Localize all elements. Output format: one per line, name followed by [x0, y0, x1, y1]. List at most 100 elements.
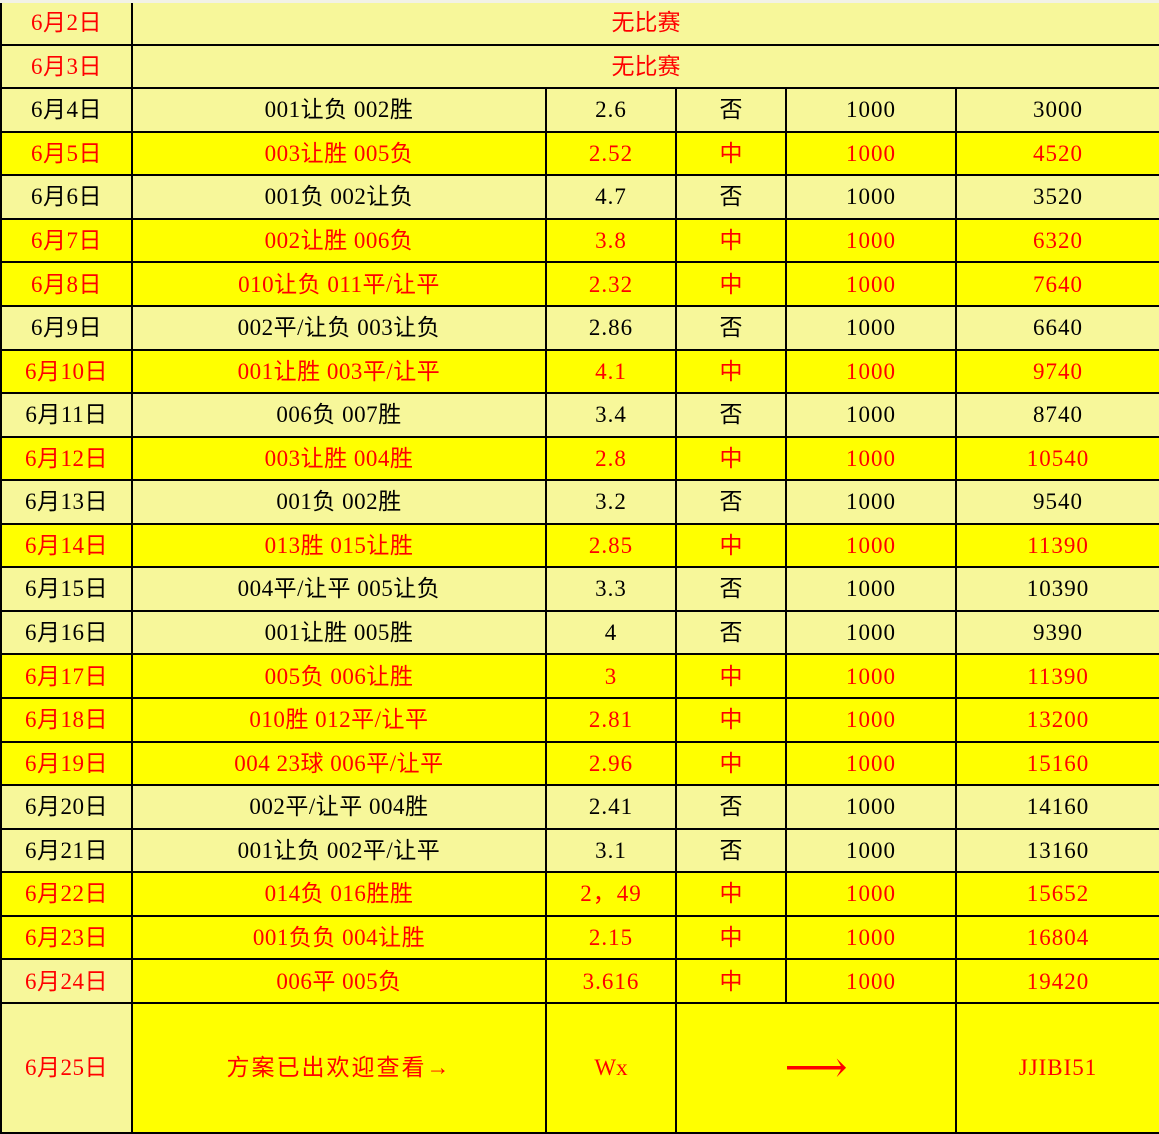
cell-stake[interactable]: 1000: [785, 653, 957, 699]
cell-odds[interactable]: 2.96: [545, 740, 677, 787]
cell-hit-status[interactable]: 否: [675, 479, 787, 525]
cell-odds[interactable]: 2.8: [545, 435, 677, 482]
cell-profit[interactable]: 10540: [954, 435, 1159, 482]
cell-hit-status[interactable]: 中: [675, 653, 787, 699]
cell-date[interactable]: 6月10日: [0, 348, 133, 395]
cell-hit-status[interactable]: 否: [675, 784, 787, 830]
cell-odds[interactable]: 2，49: [545, 871, 677, 917]
promo-message[interactable]: 方案已出欢迎查看→: [131, 1001, 547, 1134]
cell-date[interactable]: 6月16日: [0, 609, 133, 656]
cell-stake[interactable]: 1000: [785, 217, 957, 264]
cell-profit[interactable]: 11390: [954, 653, 1159, 699]
cell-odds[interactable]: 2.86: [545, 304, 677, 351]
cell-match-picks[interactable]: 014负 016胜胜: [131, 871, 547, 917]
cell-odds[interactable]: 3.2: [545, 479, 677, 525]
cell-date[interactable]: 6月12日: [0, 435, 133, 482]
cell-stake[interactable]: 1000: [785, 130, 957, 177]
cell-profit[interactable]: 16804: [954, 914, 1159, 961]
cell-odds[interactable]: 2.15: [545, 914, 677, 961]
cell-odds[interactable]: 2.6: [545, 87, 677, 133]
cell-stake[interactable]: 1000: [785, 740, 957, 787]
cell-match-picks[interactable]: 006负 007胜: [131, 392, 547, 438]
cell-date[interactable]: 6月23日: [0, 914, 133, 961]
cell-date[interactable]: 6月8日: [0, 261, 133, 307]
cell-profit[interactable]: 9740: [954, 348, 1159, 395]
cell-match-picks[interactable]: 003让胜 004胜: [131, 435, 547, 482]
cell-match-picks[interactable]: 001让负 002平/让平: [131, 827, 547, 874]
cell-date[interactable]: 6月4日: [0, 87, 133, 133]
cell-match-picks[interactable]: 001负负 004让胜: [131, 914, 547, 961]
cell-profit[interactable]: 9390: [954, 609, 1159, 656]
cell-match-picks[interactable]: 002平/让平 004胜: [131, 784, 547, 830]
cell-odds[interactable]: 2.52: [545, 130, 677, 177]
cell-hit-status[interactable]: 否: [675, 392, 787, 438]
cell-match-picks[interactable]: 002平/让负 003让负: [131, 304, 547, 351]
cell-stake[interactable]: 1000: [785, 87, 957, 133]
cell-match-picks[interactable]: 001负 002让负: [131, 174, 547, 220]
cell-match-picks[interactable]: 006平 005负: [131, 958, 547, 1004]
cell-stake[interactable]: 1000: [785, 871, 957, 917]
cell-odds[interactable]: 3.1: [545, 827, 677, 874]
cell-date[interactable]: 6月18日: [0, 697, 133, 743]
cell-match-picks[interactable]: 001让负 002胜: [131, 87, 547, 133]
cell-date[interactable]: 6月19日: [0, 740, 133, 787]
cell-stake[interactable]: 1000: [785, 435, 957, 482]
cell-profit[interactable]: 14160: [954, 784, 1159, 830]
cell-date[interactable]: 6月14日: [0, 522, 133, 569]
cell-stake[interactable]: 1000: [785, 784, 957, 830]
cell-hit-status[interactable]: 中: [675, 914, 787, 961]
cell-stake[interactable]: 1000: [785, 697, 957, 743]
cell-profit[interactable]: 6320: [954, 217, 1159, 264]
cell-profit[interactable]: 11390: [954, 522, 1159, 569]
wechat-account-id[interactable]: JJIBI51: [954, 1001, 1159, 1134]
cell-profit[interactable]: 6640: [954, 304, 1159, 351]
cell-date[interactable]: 6月15日: [0, 566, 133, 612]
cell-hit-status[interactable]: 中: [675, 217, 787, 264]
cell-hit-status[interactable]: 中: [675, 522, 787, 569]
cell-hit-status[interactable]: 中: [675, 261, 787, 307]
cell-stake[interactable]: 1000: [785, 304, 957, 351]
cell-match-picks[interactable]: 004平/让平 005让负: [131, 566, 547, 612]
cell-odds[interactable]: 2.85: [545, 522, 677, 569]
cell-match-picks[interactable]: 005负 006让胜: [131, 653, 547, 699]
cell-match-picks[interactable]: 001负 002胜: [131, 479, 547, 525]
cell-date[interactable]: 6月2日: [0, 0, 133, 46]
cell-hit-status[interactable]: 否: [675, 304, 787, 351]
cell-match-picks[interactable]: 001让胜 005胜: [131, 609, 547, 656]
cell-profit[interactable]: 13160: [954, 827, 1159, 874]
cell-hit-status[interactable]: 中: [675, 958, 787, 1004]
cell-profit[interactable]: 13200: [954, 697, 1159, 743]
cell-match-picks[interactable]: 003让胜 005负: [131, 130, 547, 177]
cell-odds[interactable]: 3.4: [545, 392, 677, 438]
cell-odds[interactable]: 3.616: [545, 958, 677, 1004]
cell-profit[interactable]: 3520: [954, 174, 1159, 220]
cell-stake[interactable]: 1000: [785, 261, 957, 307]
cell-stake[interactable]: 1000: [785, 914, 957, 961]
cell-stake[interactable]: 1000: [785, 609, 957, 656]
cell-date[interactable]: 6月6日: [0, 174, 133, 220]
cell-date[interactable]: 6月22日: [0, 871, 133, 917]
cell-odds[interactable]: 2.41: [545, 784, 677, 830]
cell-odds[interactable]: 2.81: [545, 697, 677, 743]
cell-hit-status[interactable]: 中: [675, 435, 787, 482]
cell-match-picks[interactable]: 001让胜 003平/让平: [131, 348, 547, 395]
cell-stake[interactable]: 1000: [785, 958, 957, 1004]
cell-date[interactable]: 6月7日: [0, 217, 133, 264]
cell-profit[interactable]: 9540: [954, 479, 1159, 525]
cell-hit-status[interactable]: 中: [675, 740, 787, 787]
cell-match-picks[interactable]: 010让负 011平/让平: [131, 261, 547, 307]
cell-hit-status[interactable]: 中: [675, 697, 787, 743]
cell-profit[interactable]: 7640: [954, 261, 1159, 307]
cell-date[interactable]: 6月20日: [0, 784, 133, 830]
cell-hit-status[interactable]: 否: [675, 566, 787, 612]
cell-hit-status[interactable]: 中: [675, 871, 787, 917]
cell-profit[interactable]: 15652: [954, 871, 1159, 917]
cell-hit-status[interactable]: 中: [675, 130, 787, 177]
cell-date[interactable]: 6月25日: [0, 1001, 133, 1134]
cell-hit-status[interactable]: 否: [675, 174, 787, 220]
wechat-label[interactable]: Wx: [545, 1001, 677, 1134]
cell-stake[interactable]: 1000: [785, 348, 957, 395]
cell-match-picks[interactable]: 004 23球 006平/让平: [131, 740, 547, 787]
cell-hit-status[interactable]: 否: [675, 87, 787, 133]
cell-odds[interactable]: 4: [545, 609, 677, 656]
